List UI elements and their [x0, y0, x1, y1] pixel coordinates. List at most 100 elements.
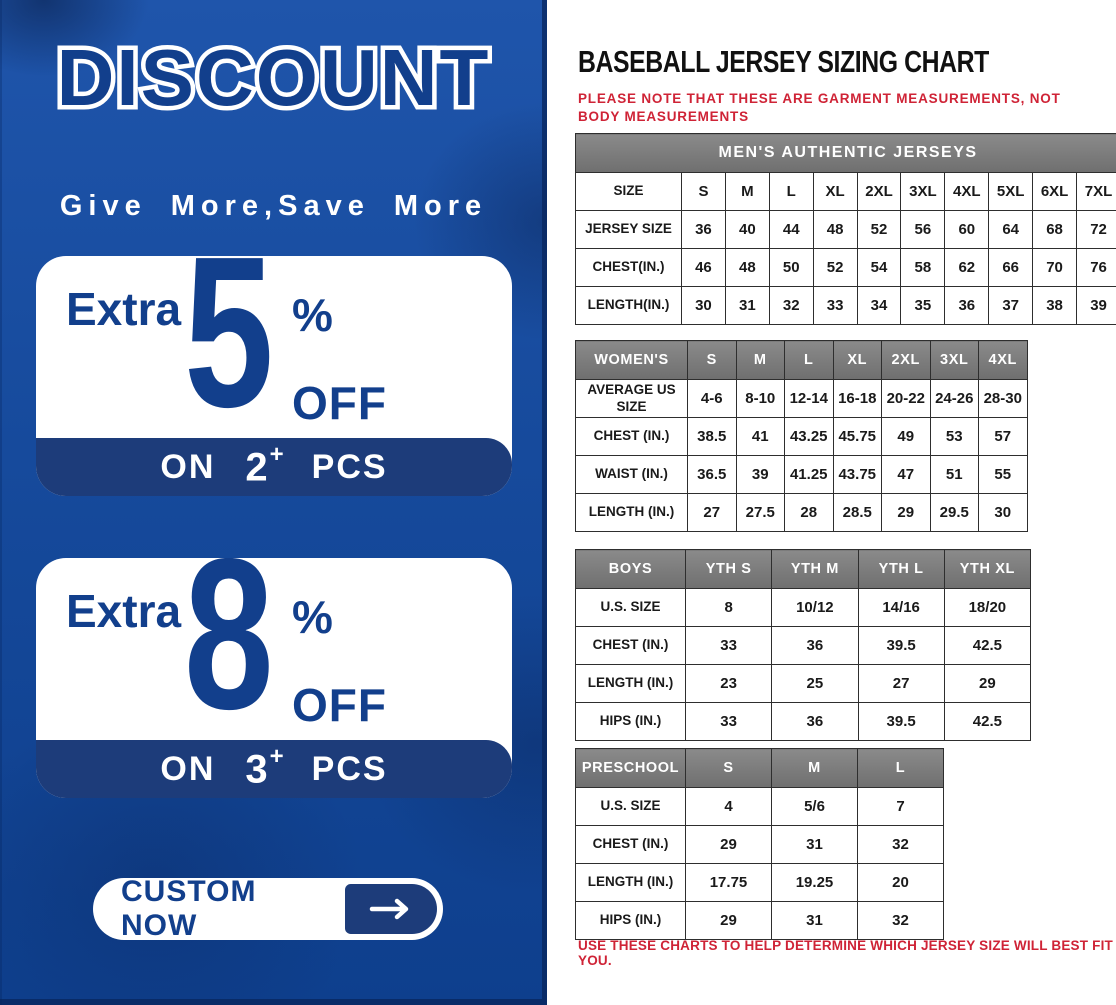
percent-sign: % [292, 289, 333, 341]
data-cell: 66 [988, 248, 1034, 287]
row-label-cell: JERSEY SIZE [575, 210, 682, 249]
data-cell: XL [812, 172, 858, 211]
offer-percent-value: 8 [184, 558, 274, 754]
data-cell: 4XL [944, 172, 990, 211]
mens-sizing-table: MEN'S AUTHENTIC JERSEYS SIZE S M L XL 2XL 3XL 4X… [574, 133, 1116, 325]
size-header-cell: L [857, 748, 944, 788]
data-cell: 36 [944, 286, 990, 325]
data-cell: 19.25 [771, 863, 858, 902]
pcs-label: PCS [311, 447, 388, 486]
data-cell: 76 [1076, 248, 1116, 287]
data-cell: 55 [978, 455, 1028, 494]
data-cell: 25 [771, 664, 859, 703]
data-cell: 54 [856, 248, 902, 287]
data-cell: 46 [681, 248, 726, 287]
arrow-right-icon [345, 884, 437, 934]
data-cell: 48 [812, 210, 858, 249]
data-cell: 2XL [856, 172, 902, 211]
size-header-cell: S [685, 748, 772, 788]
data-cell: 18/20 [943, 588, 1032, 627]
data-cell: 53 [929, 417, 979, 456]
data-cell: 20-22 [881, 379, 931, 418]
data-cell: 3XL [900, 172, 946, 211]
data-cell: 29 [943, 664, 1032, 703]
data-cell: 52 [812, 248, 858, 287]
promo-tagline: Give More,Save More [59, 190, 488, 222]
size-header-cell: YTH L [857, 549, 945, 589]
size-header-cell: 2XL [881, 340, 931, 380]
data-cell: 50 [768, 248, 814, 287]
data-cell: 31 [724, 286, 770, 325]
data-cell: 17.75 [685, 863, 772, 902]
data-cell: 62 [944, 248, 990, 287]
on-label: ON [160, 749, 216, 788]
data-cell: 39.5 [857, 626, 945, 665]
data-cell: 57 [978, 417, 1028, 456]
quantity-value: 3 [245, 747, 268, 792]
size-header-cell: S [687, 340, 737, 380]
offer-extra-label: Extra [66, 283, 182, 335]
data-cell: 36 [681, 210, 726, 249]
womens-sizing-table-wrap: WOMEN'S S M L XL 2XL 3XL 4XL AVERAGE US SIZE 4-6 8… [575, 340, 1028, 532]
offer-percent-off: % OFF [292, 292, 387, 426]
offer-condition-band: ON 3+ PCS [36, 740, 512, 798]
row-label-cell: LENGTH (IN.) [575, 863, 686, 902]
row-label-cell: U.S. SIZE [575, 588, 686, 627]
data-cell: 70 [1032, 248, 1078, 287]
data-cell: 51 [929, 455, 979, 494]
garment-measurement-note: PLEASE NOTE THAT THESE ARE GARMENT MEASU… [578, 91, 1061, 124]
data-cell: 30 [681, 286, 726, 325]
offer-card-5-percent: Extra 5 % OFF ON 2+ PCS [36, 256, 512, 496]
data-cell: 40 [724, 210, 770, 249]
data-cell: 29 [685, 825, 772, 864]
data-cell: 4-6 [687, 379, 737, 418]
data-cell: 43.75 [832, 455, 882, 494]
data-cell: 28-30 [978, 379, 1028, 418]
data-cell: 45.75 [832, 417, 882, 456]
table-title-cell: PRESCHOOL [575, 748, 686, 788]
row-label-cell: U.S. SIZE [575, 787, 686, 826]
data-cell: 41.25 [784, 455, 834, 494]
custom-now-label: CUSTOM NOW [121, 875, 257, 942]
row-label-cell: LENGTH (IN.) [575, 664, 686, 703]
data-cell: 68 [1032, 210, 1078, 249]
data-cell: 29.5 [929, 493, 979, 532]
off-label: OFF [292, 377, 387, 429]
size-header-cell: 3XL [929, 340, 979, 380]
data-cell: 39 [1076, 286, 1116, 325]
sizing-panel: BASEBALL JERSEY SIZING CHART PLEASE NOTE… [547, 0, 1116, 1005]
data-cell: 4 [685, 787, 772, 826]
data-cell: 29 [685, 901, 772, 940]
data-cell: 30 [978, 493, 1028, 532]
data-cell: 36 [771, 626, 859, 665]
data-cell: 14/16 [857, 588, 945, 627]
offer-card-8-percent: Extra 8 % OFF ON 3+ PCS [36, 558, 512, 798]
data-cell: 42.5 [943, 626, 1032, 665]
data-cell: 23 [684, 664, 773, 703]
data-cell: 36.5 [687, 455, 737, 494]
size-header-cell: YTH M [771, 549, 859, 589]
data-cell: 32 [857, 825, 944, 864]
discount-headline: DISCOUNT [0, 34, 547, 123]
row-label-cell: HIPS (IN.) [575, 702, 686, 741]
custom-now-button[interactable]: CUSTOM NOW [93, 875, 443, 942]
data-cell: 38 [1032, 286, 1078, 325]
data-cell: S [681, 172, 726, 211]
data-cell: 5XL [988, 172, 1034, 211]
boys-sizing-table-wrap: BOYS YTH S YTH M YTH L YTH XL U.S. SIZE 8 10/12… [575, 549, 1032, 741]
boys-sizing-table: BOYS YTH S YTH M YTH L YTH XL U.S. SIZE 8 10/12… [575, 549, 1032, 741]
data-cell: 31 [771, 825, 858, 864]
data-cell: 41 [735, 417, 785, 456]
row-label-cell: CHEST(IN.) [575, 248, 682, 287]
row-label-cell: WAIST (IN.) [575, 455, 688, 494]
data-cell: 39 [735, 455, 785, 494]
data-cell: 6XL [1032, 172, 1078, 211]
data-cell: 37 [988, 286, 1034, 325]
row-label-cell: CHEST (IN.) [575, 417, 688, 456]
row-label-cell: AVERAGE US SIZE [575, 379, 688, 418]
size-header-cell: YTH XL [943, 549, 1032, 589]
preschool-sizing-table: PRESCHOOL S M L U.S. SIZE 4 5/6 7 CHEST (IN.) 29 3… [575, 748, 944, 940]
offer-percent-off: % OFF [292, 594, 387, 728]
womens-sizing-table: WOMEN'S S M L XL 2XL 3XL 4XL AVERAGE US SIZE 4-6 8… [575, 340, 1028, 532]
